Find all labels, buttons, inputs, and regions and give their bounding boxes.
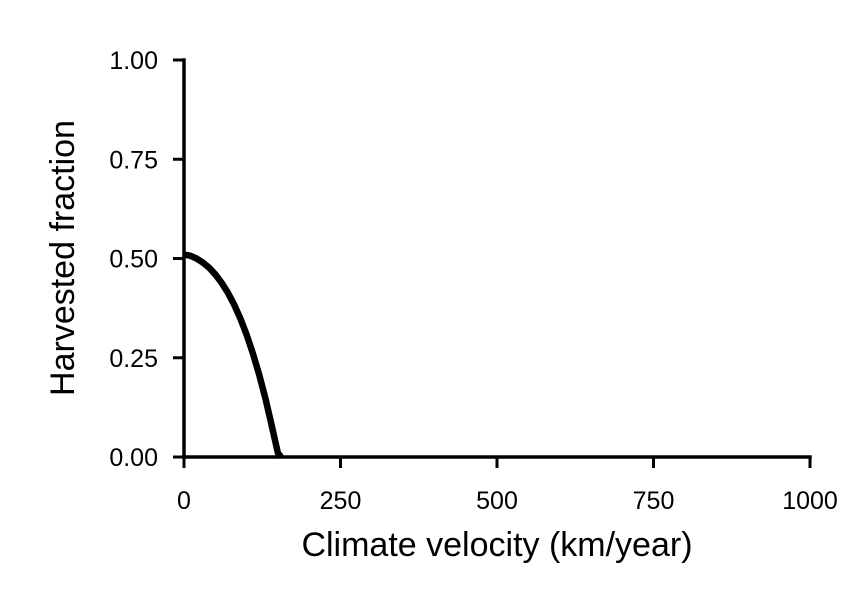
x-tick-label: 250 [320, 487, 362, 515]
y-tick-label: 1.00 [109, 47, 158, 75]
x-tick-label: 500 [476, 487, 518, 515]
x-tick-label: 750 [633, 487, 675, 515]
y-axis-title: Harvested fraction [44, 120, 82, 396]
y-tick-label: 0.25 [109, 345, 158, 373]
axes: 0.00 0.25 0.50 0.75 1.00 0 250 500 750 1000 [109, 47, 837, 515]
y-tick-label: 0.75 [109, 146, 158, 174]
y-tick-label: 0.50 [109, 246, 158, 274]
x-tick-label: 0 [177, 487, 191, 515]
y-tick-label: 0.00 [109, 444, 158, 472]
series-layer [183, 251, 284, 460]
x-tick-label: 1000 [782, 487, 838, 515]
x-axis-title: Climate velocity (km/year) [301, 526, 692, 564]
series-line [183, 251, 284, 460]
